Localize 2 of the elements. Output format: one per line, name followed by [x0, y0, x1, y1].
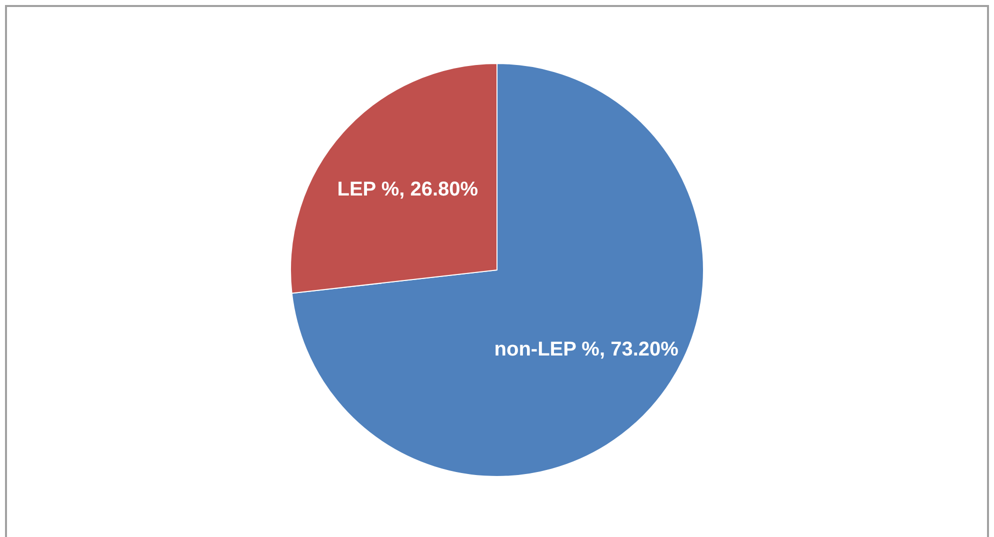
- slice-label: non-LEP %, 73.20%: [494, 338, 679, 360]
- slice-label: LEP %, 26.80%: [337, 178, 478, 201]
